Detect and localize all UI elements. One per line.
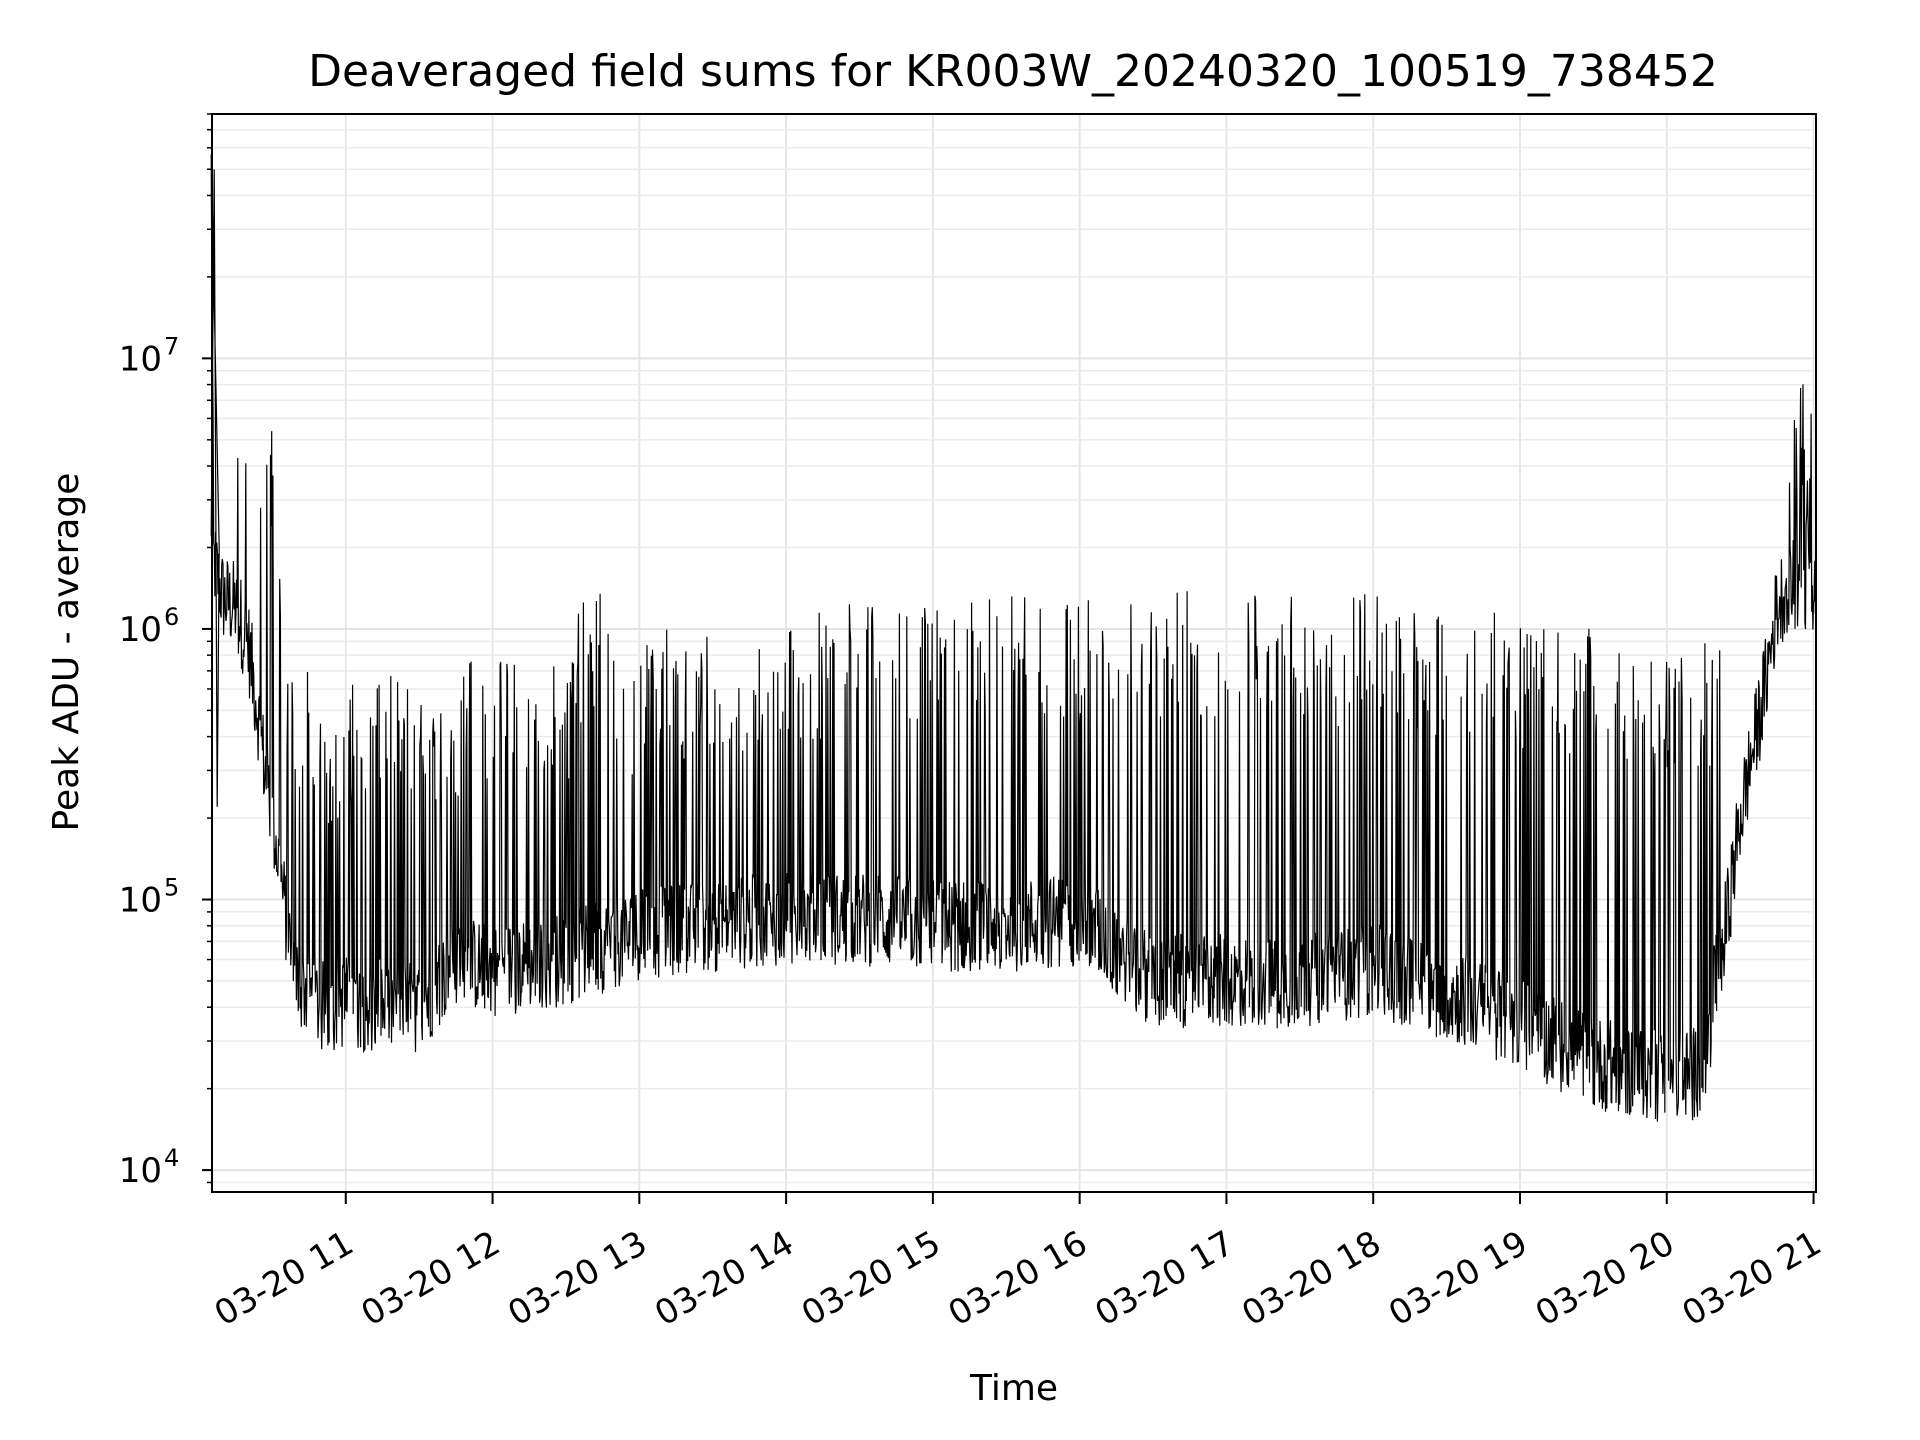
x-axis-title: Time <box>969 1368 1058 1409</box>
series-path <box>210 154 1817 1122</box>
y-tick-label: 10 <box>119 610 162 650</box>
y-tick-exponent: 5 <box>164 874 179 902</box>
y-tick-label: 10 <box>119 881 162 921</box>
plot-frame <box>211 113 1817 1193</box>
y-tick-exponent: 4 <box>164 1144 179 1172</box>
y-tick-exponent: 6 <box>164 603 179 631</box>
y-tick-exponent: 7 <box>164 332 179 360</box>
series-line <box>210 154 1817 1122</box>
chart-title: Deaveraged field sums for KR003W_2024032… <box>308 46 1718 97</box>
y-tick-label: 10 <box>119 339 162 379</box>
y-axis-title: Peak ADU - average <box>46 473 87 832</box>
y-tick-label: 10 <box>119 1151 162 1191</box>
